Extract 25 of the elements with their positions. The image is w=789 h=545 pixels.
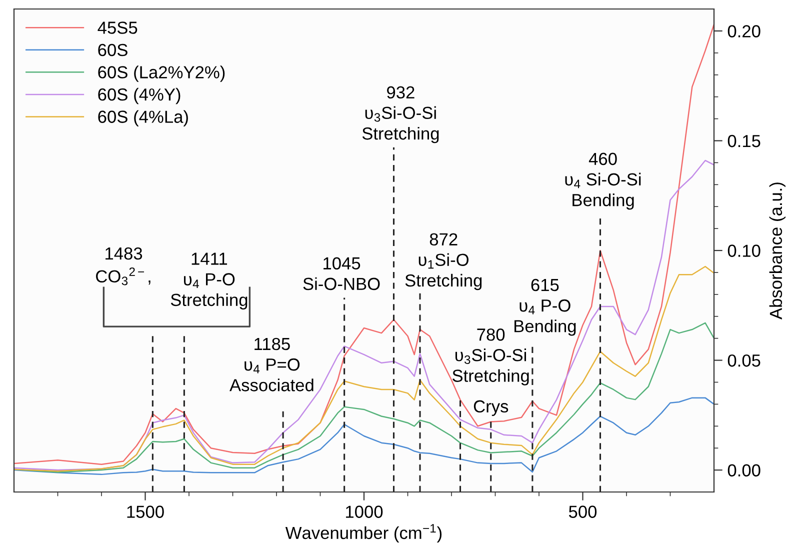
annotation: Crys (474, 400, 508, 416)
x-tick-label: 1000 (346, 506, 383, 518)
annotation: 1045 Si-O-NBO (303, 257, 380, 290)
annotation: 1411 υ$_{4}$ P-O Stretching (170, 252, 248, 310)
legend-label: 60S (La2%Y2%) (98, 66, 225, 82)
y-tick-label: 0.15 (728, 134, 760, 148)
annotation: 460 υ$_{4}$ Si-O-Si Bending (565, 152, 641, 210)
line-series (14, 397, 714, 476)
x-tick-label: 500 (568, 506, 597, 518)
legend-label: 60S (98, 44, 128, 56)
y-axis-title: Absorbance (a.u.) (769, 182, 786, 320)
y-tick-label: 0.10 (728, 244, 760, 257)
x-tick-label: 1500 (127, 506, 164, 518)
y-tick-label: 0.00 (728, 464, 760, 477)
annotation: 932 υ$_{3}$Si-O-Si Stretching (362, 86, 439, 144)
x-axis-title: Wavenumber (cm$^{−1}$) (285, 524, 442, 543)
annotation: 872 υ$_{1}$Si-O Stretching (405, 233, 482, 290)
legend-label: 60S (4%Y) (98, 88, 180, 104)
y-tick-label: 0.20 (728, 25, 760, 38)
legend-label: 45S5 (98, 22, 138, 34)
annotation: 1483 CO$_{3}$$^{2−}$, (96, 247, 150, 286)
annotation: 1185 υ$_{4}$ P=O Associated (230, 338, 314, 392)
legend-label: 60S (4%La) (98, 110, 188, 126)
line-series (14, 24, 714, 465)
y-tick-label: 0.05 (728, 354, 760, 367)
